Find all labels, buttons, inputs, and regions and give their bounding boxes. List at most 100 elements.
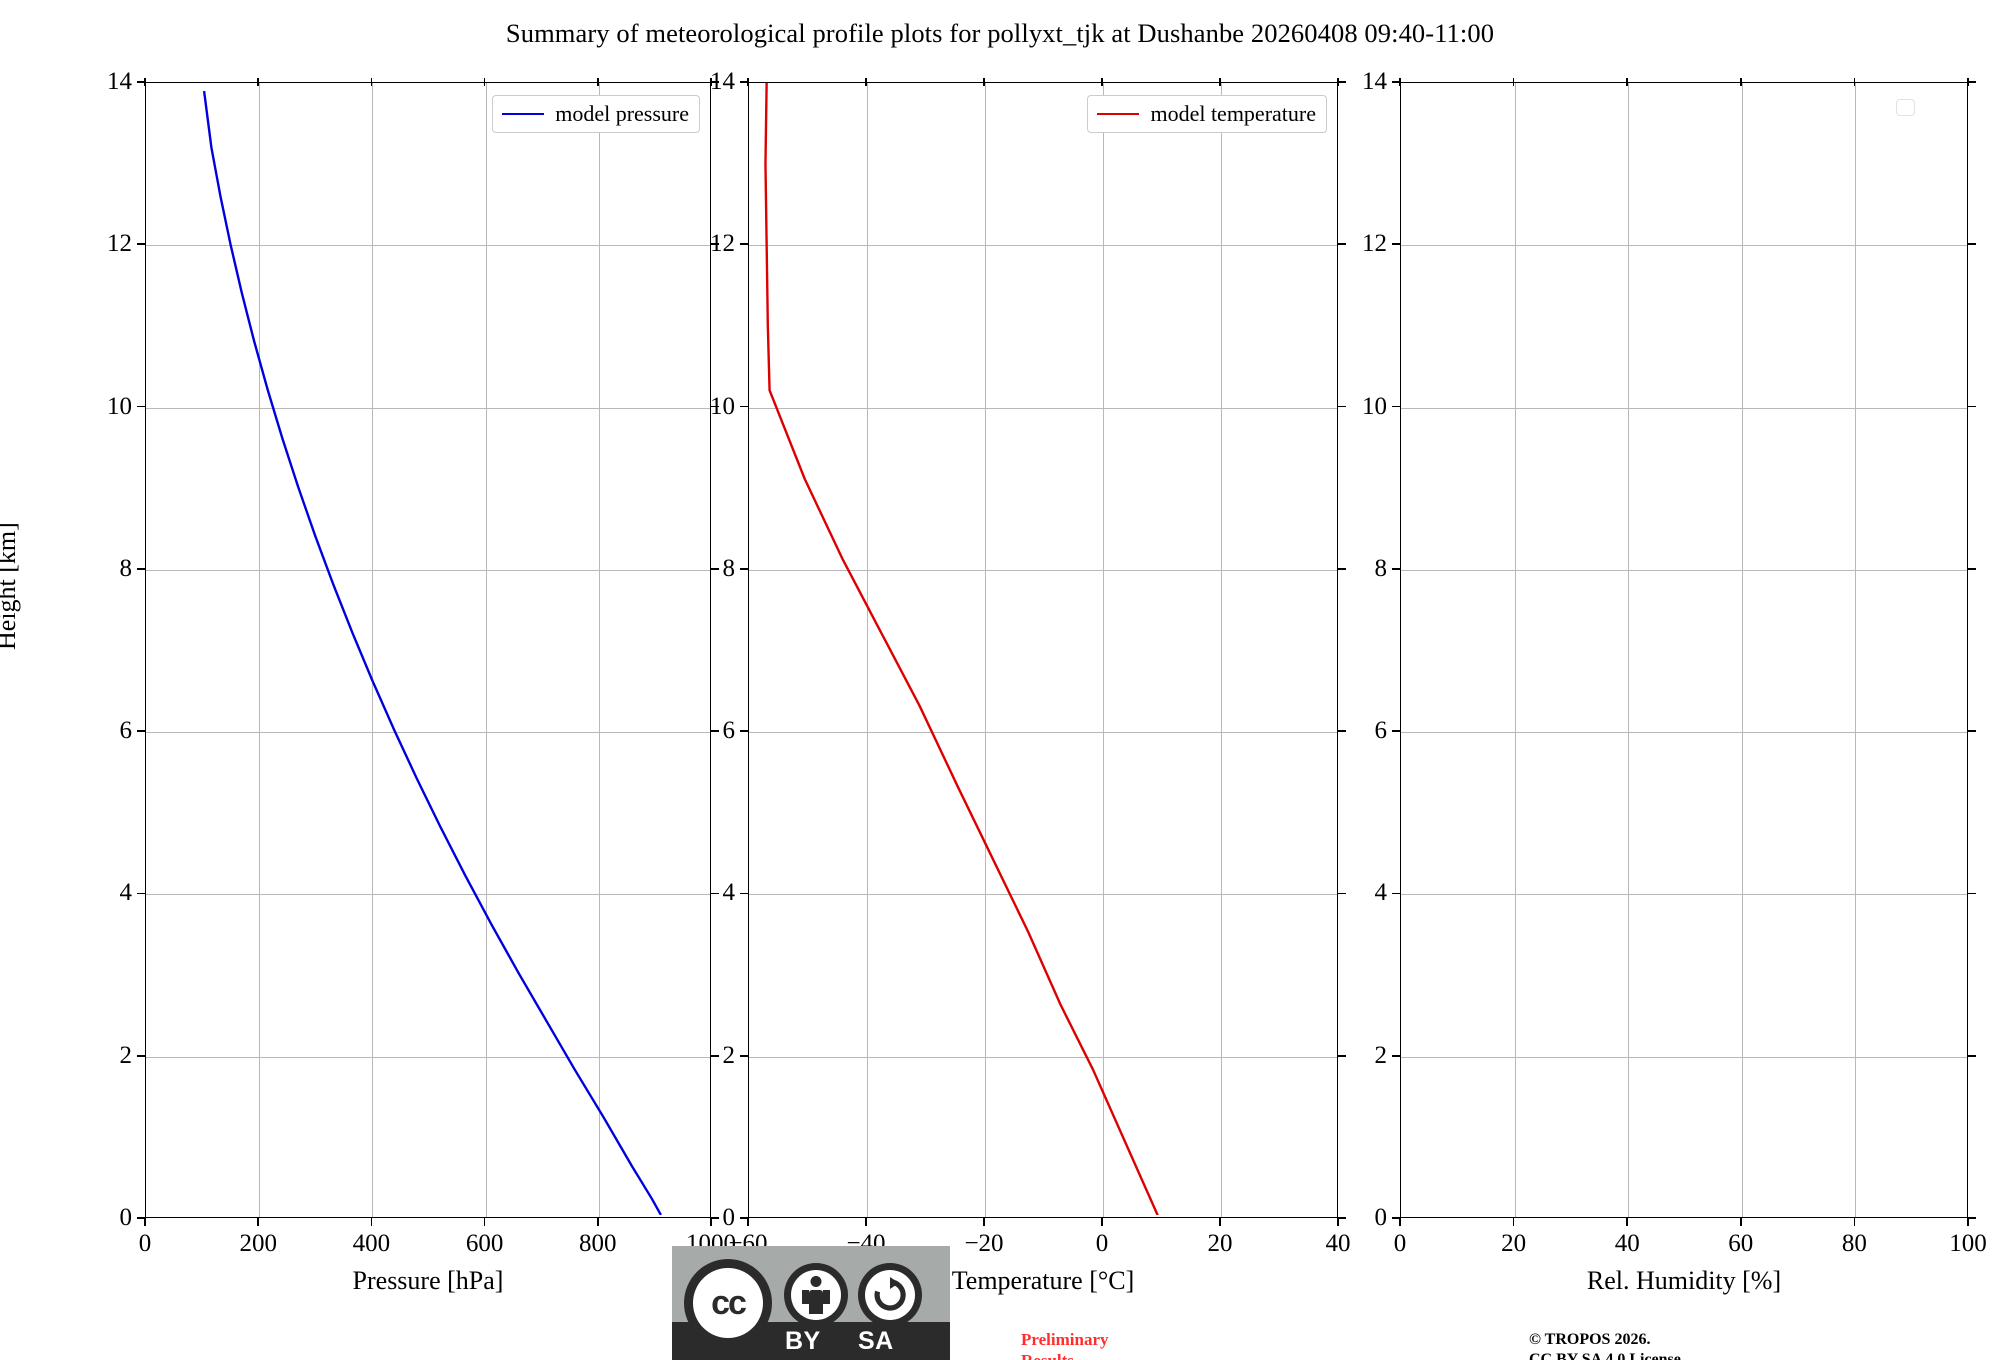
y-tick-mark-right <box>1968 567 1976 570</box>
y-tick-mark-right <box>1338 243 1346 246</box>
y-tick-mark-right <box>1338 892 1346 895</box>
cc-license-badge: cc BY SA <box>672 1246 950 1360</box>
x-tick-mark <box>1512 1218 1515 1226</box>
x-tick-label: 400 <box>352 1230 391 1257</box>
y-tick-mark <box>137 730 145 733</box>
y-tick-mark <box>1392 1217 1400 1219</box>
y-tick-mark-right <box>1968 81 1976 83</box>
cc-logo-text: cc <box>693 1268 763 1338</box>
x-axis-label: Temperature [°C] <box>951 1266 1135 1295</box>
x-tick-mark <box>865 1218 867 1226</box>
x-tick-label: −20 <box>964 1230 1004 1257</box>
y-tick-label: 0 <box>1374 1204 1388 1231</box>
x-tick-mark <box>747 1218 749 1226</box>
x-tick-mark <box>1626 1218 1629 1226</box>
y-tick-mark <box>137 243 145 246</box>
y-tick-mark-right <box>711 1054 719 1057</box>
y-tick-mark <box>1392 730 1400 733</box>
x-tick-mark <box>1399 1218 1401 1226</box>
preliminary-line-1: Preliminary <box>1021 1330 1109 1349</box>
y-tick-mark-right <box>1968 243 1976 246</box>
y-tick-mark <box>137 81 145 83</box>
y-tick-mark-right <box>1968 1054 1976 1057</box>
x-tick-mark <box>1219 1218 1221 1226</box>
series-line-humidity-empty <box>1401 83 1967 1215</box>
y-tick-label: 4 <box>722 879 736 907</box>
y-tick-label: 8 <box>722 554 736 582</box>
y-tick-label: 6 <box>1374 717 1388 745</box>
y-tick-mark <box>740 892 748 895</box>
cc-by-label: BY <box>785 1327 821 1355</box>
series-line-model-pressure <box>202 90 662 1215</box>
y-tick-mark-right <box>1968 405 1976 408</box>
y-tick-mark <box>740 1217 748 1219</box>
plot-panel-temperature[interactable]: model temperature <box>748 82 1338 1218</box>
legend-humidity-empty[interactable] <box>1896 99 1915 116</box>
x-axis-label: Rel. Humidity [%] <box>1586 1266 1782 1295</box>
x-tick-mark-top <box>1967 78 1969 86</box>
preliminary-results-notice: Preliminary Results. <box>1021 1330 1109 1360</box>
x-tick-mark-top <box>983 78 985 86</box>
y-tick-mark <box>1392 567 1400 570</box>
x-tick-label: 0 <box>138 1230 152 1257</box>
y-tick-label: 4 <box>119 879 133 907</box>
cc-logo-icon: cc <box>684 1259 772 1347</box>
y-tick-label: 0 <box>722 1204 736 1231</box>
x-tick-mark <box>1101 1218 1103 1226</box>
y-tick-mark-right <box>1968 1217 1976 1219</box>
legend-temperature[interactable]: model temperature <box>1087 95 1327 133</box>
y-tick-mark-right <box>711 81 719 83</box>
x-tick-mark-top <box>370 78 373 86</box>
legend-swatch-model-temperature <box>1097 113 1140 115</box>
y-tick-mark-right <box>711 405 719 408</box>
y-tick-mark <box>1392 405 1400 408</box>
y-tick-mark-right <box>711 730 719 733</box>
x-tick-label: 100 <box>1949 1230 1987 1257</box>
y-tick-label: 12 <box>710 230 735 258</box>
y-tick-mark <box>1392 243 1400 246</box>
plot-panel-pressure[interactable]: model pressure <box>145 82 711 1218</box>
copyright-line-2: CC BY SA 4.0 License. <box>1529 1350 1685 1360</box>
y-tick-mark <box>740 243 748 246</box>
y-tick-mark-right <box>711 892 719 895</box>
y-tick-mark-right <box>1338 730 1346 733</box>
y-tick-mark-right <box>1968 892 1976 895</box>
y-tick-mark <box>740 81 748 83</box>
y-tick-label: 14 <box>107 68 132 95</box>
x-tick-mark-top <box>1512 78 1515 86</box>
copyright-line-1: © TROPOS 2026. <box>1529 1331 1651 1348</box>
x-tick-mark-top <box>1101 78 1103 86</box>
person-head-shape <box>810 1276 822 1287</box>
y-tick-mark <box>1392 81 1400 83</box>
x-tick-label: 80 <box>1841 1230 1867 1257</box>
legend-swatch-model-pressure <box>502 113 545 115</box>
y-tick-label: 14 <box>1362 68 1387 95</box>
y-tick-label: 4 <box>1374 879 1388 907</box>
plot-panel-humidity[interactable] <box>1400 82 1968 1218</box>
y-tick-mark-right <box>1338 405 1346 408</box>
y-tick-mark <box>740 405 748 408</box>
y-tick-label: 2 <box>722 1041 736 1069</box>
cc-sa-icon-inner <box>865 1270 915 1320</box>
cc-sa-label: SA <box>858 1327 894 1355</box>
cc-by-icon-inner <box>791 1270 841 1320</box>
y-tick-label: 14 <box>710 68 735 95</box>
x-tick-mark <box>596 1218 599 1226</box>
y-tick-mark <box>137 405 145 408</box>
cc-by-person-icon <box>784 1263 848 1327</box>
x-tick-label: 600 <box>465 1230 504 1257</box>
legend-pressure[interactable]: model pressure <box>492 95 700 133</box>
y-tick-mark-right <box>711 1217 719 1219</box>
x-tick-mark-top <box>1626 78 1629 86</box>
x-tick-mark-top <box>1219 78 1221 86</box>
x-tick-mark <box>983 1218 985 1226</box>
y-tick-label: 12 <box>1362 230 1387 258</box>
x-tick-mark-top <box>1337 78 1339 86</box>
y-tick-label: 6 <box>722 717 736 745</box>
y-tick-mark <box>137 1217 145 1219</box>
x-tick-mark <box>1337 1218 1339 1226</box>
y-tick-label: 6 <box>119 717 133 745</box>
y-tick-mark-right <box>1338 567 1346 570</box>
x-tick-mark <box>257 1218 260 1226</box>
y-tick-mark <box>1392 1054 1400 1057</box>
